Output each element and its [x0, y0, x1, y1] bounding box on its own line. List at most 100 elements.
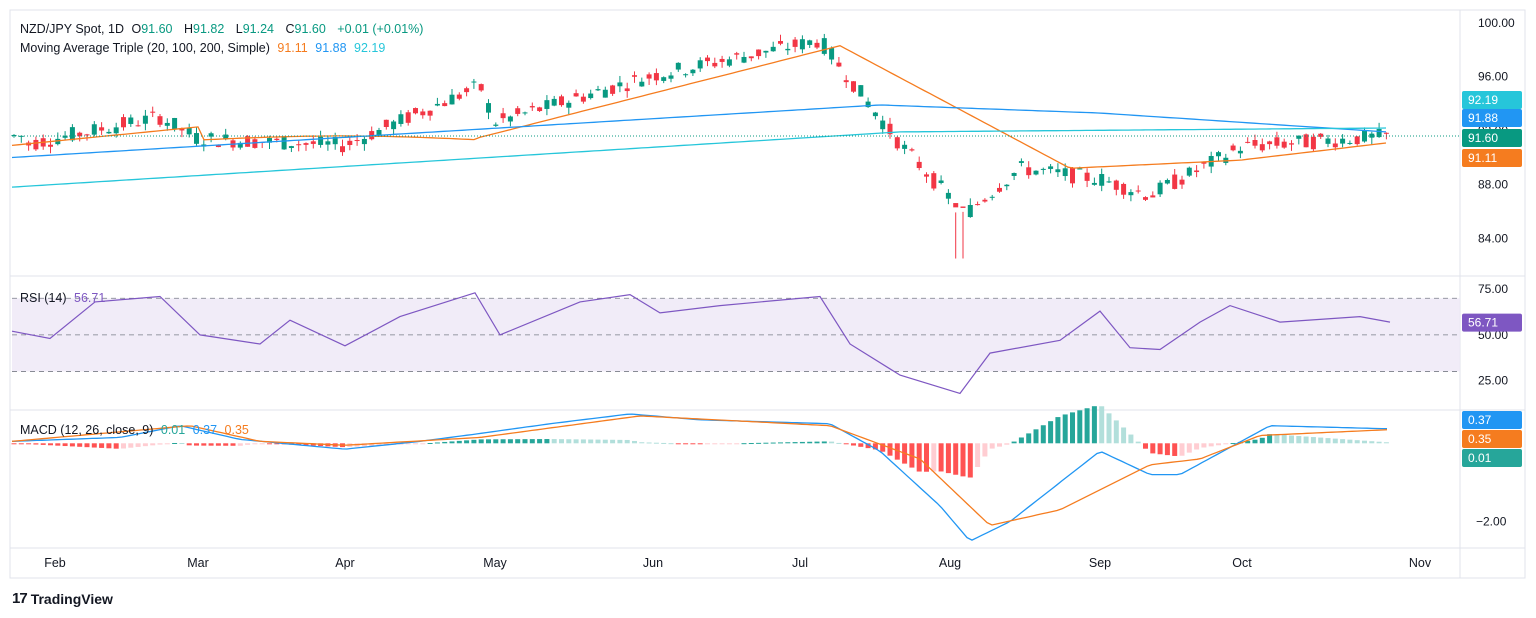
candle-body — [807, 40, 813, 45]
candle-body — [588, 93, 594, 99]
candle-body — [690, 69, 696, 74]
macd-histogram-bar — [1376, 441, 1382, 444]
candle-body — [522, 112, 528, 114]
date-axis-label: Apr — [335, 556, 354, 570]
macd-histogram-bar — [1223, 443, 1229, 445]
tradingview-brand[interactable]: 17 TradingView — [12, 590, 113, 607]
candle-body — [113, 127, 119, 134]
candle-body — [1033, 170, 1039, 175]
macd-histogram-bar — [632, 440, 637, 444]
macd-signal-line — [11, 415, 1388, 526]
ma20-value: 91.11 — [277, 41, 308, 55]
candle-body — [537, 107, 543, 112]
macd-histogram-bar — [537, 439, 543, 444]
candle-body — [1128, 192, 1134, 196]
macd-histogram-bar — [515, 439, 521, 444]
candle-body — [960, 206, 966, 208]
macd-histogram-bar — [807, 441, 813, 444]
candle-body — [296, 144, 302, 146]
macd-histogram-bar — [741, 443, 747, 445]
macd-histogram-bar — [310, 443, 316, 446]
macd-histogram-bar — [872, 443, 878, 450]
macd-line — [11, 413, 1388, 541]
candle-body — [851, 81, 856, 92]
macd-histogram-bar — [413, 443, 418, 445]
macd-histogram-bar — [1245, 440, 1251, 444]
candle-body — [361, 138, 367, 145]
macd-histogram-bar — [1362, 440, 1367, 444]
candle-body — [792, 39, 798, 47]
candle-body — [529, 106, 535, 108]
date-axis-label: Jun — [643, 556, 663, 570]
candle-body — [310, 141, 316, 144]
macd-histogram-bar — [967, 443, 973, 478]
macd-histogram-bar — [1150, 443, 1156, 454]
macd-histogram-bar — [975, 443, 981, 468]
symbol-label: NZD/JPY Spot, 1D — [20, 22, 124, 36]
macd-histogram-bar — [405, 443, 411, 445]
macd-histogram-bar — [376, 443, 382, 446]
macd-histogram-bar — [945, 443, 951, 474]
macd-histogram-bar — [1252, 439, 1258, 444]
macd-histogram-bar — [1121, 427, 1127, 444]
candle-body — [1194, 170, 1200, 173]
candle-body — [391, 121, 397, 130]
candle-body — [559, 96, 564, 106]
macd-axis-label: −2.00 — [1476, 515, 1507, 529]
candle-body — [931, 173, 937, 189]
macd-histogram-bar — [602, 439, 608, 444]
candle-body — [252, 139, 258, 148]
macd-histogram-bar — [33, 443, 39, 445]
macd-histogram-bar — [1055, 417, 1061, 444]
macd-histogram-bar — [778, 442, 783, 444]
macd-histogram-bar — [1128, 434, 1134, 444]
price-tag-label: 91.11 — [1468, 151, 1497, 165]
candle-body — [756, 49, 762, 57]
date-axis-label: Oct — [1232, 556, 1252, 570]
macd-histogram-bar — [456, 440, 462, 444]
macd-histogram-bar — [1194, 443, 1200, 450]
macd-histogram-bar — [522, 439, 528, 444]
candle-body — [865, 101, 871, 108]
candle-body — [902, 144, 908, 149]
candle-body — [1070, 167, 1075, 184]
candle-body — [413, 108, 418, 114]
macd-histogram-bar — [91, 443, 97, 448]
candle-body — [653, 73, 659, 81]
candle-body — [646, 74, 652, 79]
macd-histogram-bar — [113, 443, 119, 449]
candle-body — [1252, 140, 1258, 146]
candle-body — [551, 98, 557, 106]
brand-text: TradingView — [30, 590, 113, 607]
macd-tag-label: 0.35 — [1468, 432, 1492, 446]
candle-body — [69, 127, 75, 141]
macd-histogram-bar — [208, 443, 214, 446]
tradingview-logo-icon: 17 — [12, 590, 28, 607]
macd-histogram-bar — [1091, 406, 1097, 444]
candle-body — [1318, 133, 1324, 137]
macd-histogram-bar — [712, 443, 718, 445]
candle-body — [1004, 184, 1010, 187]
candle-body — [157, 116, 163, 125]
candle-body — [1245, 141, 1251, 143]
candle-body — [858, 85, 864, 97]
candle-body — [405, 112, 411, 123]
candle-body — [1237, 150, 1243, 154]
candle-body — [894, 137, 900, 149]
candle-body — [580, 96, 586, 102]
candle-body — [544, 100, 550, 109]
candle-body — [632, 75, 637, 77]
macd-histogram-bar — [1289, 435, 1294, 444]
candle-body — [573, 93, 579, 97]
macd-histogram-bar — [792, 442, 798, 444]
macd-histogram-bar — [1157, 443, 1163, 455]
candle-body — [836, 62, 842, 67]
candle-body — [814, 42, 820, 48]
date-axis-label: May — [483, 556, 507, 570]
close-value: 91.60 — [294, 22, 326, 36]
candle-body — [135, 125, 141, 127]
candle-body — [1354, 136, 1360, 145]
candle-body — [1150, 195, 1156, 198]
candle-body — [1084, 172, 1090, 181]
